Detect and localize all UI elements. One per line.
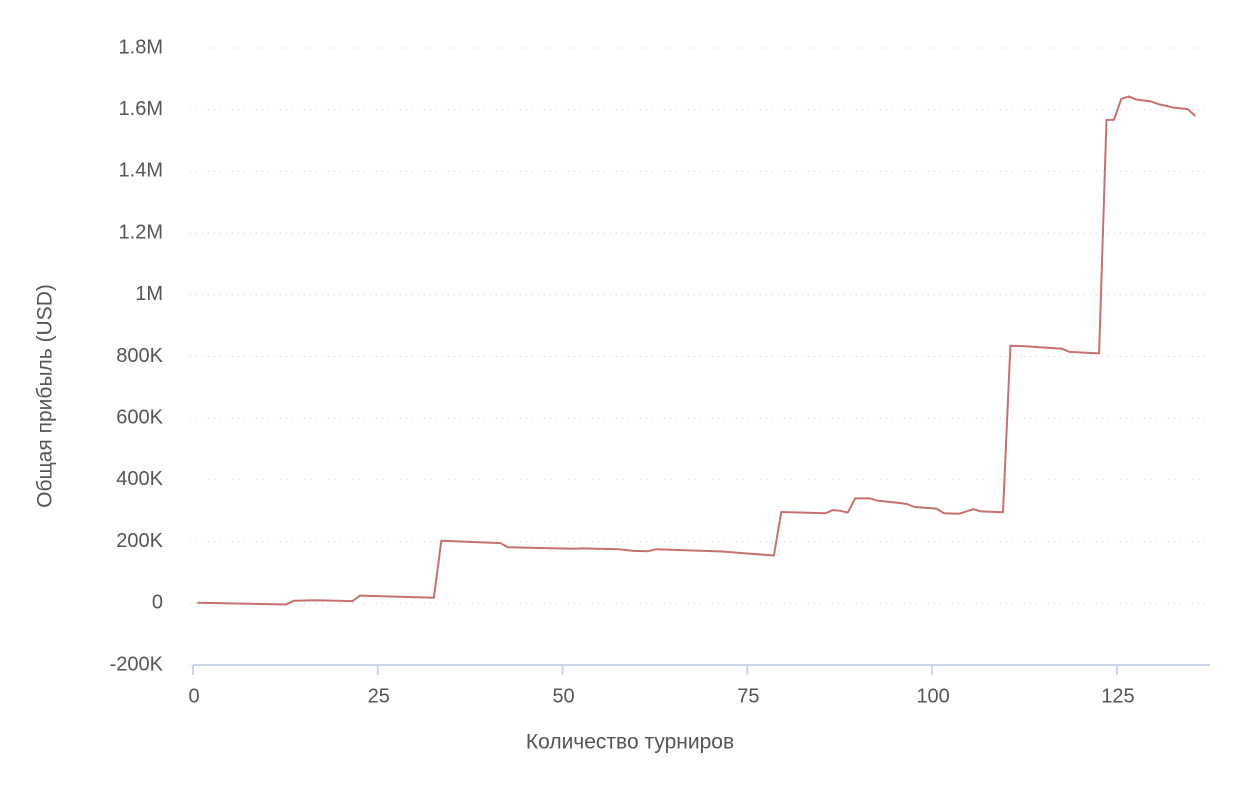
y-tick-label: 800K [116, 345, 163, 367]
y-tick-label: 0 [152, 592, 163, 614]
y-tick-label: 600K [116, 406, 163, 428]
y-tick-label: 1.4M [119, 160, 163, 182]
x-tick-label: 50 [552, 685, 574, 707]
x-tick-label: 100 [916, 685, 949, 707]
x-tick-label: 75 [737, 685, 759, 707]
x-tick-label: 125 [1101, 685, 1134, 707]
line-series [197, 95, 1196, 606]
y-tick-label: 1.6M [119, 98, 163, 120]
y-tick-label: 1M [135, 283, 163, 305]
y-tick-label: 200K [116, 530, 163, 552]
x-tick-label: 0 [188, 685, 199, 707]
y-tick-label: -200K [110, 653, 164, 675]
y-tick-label: 1.8M [119, 36, 163, 58]
y-axis-title: Общая прибыль (USD) [34, 284, 57, 508]
x-axis-title: Количество турниров [526, 731, 734, 754]
y-tick-label: 1.2M [119, 221, 163, 243]
x-tick-label: 25 [368, 685, 390, 707]
y-tick-label: 400K [116, 468, 163, 490]
